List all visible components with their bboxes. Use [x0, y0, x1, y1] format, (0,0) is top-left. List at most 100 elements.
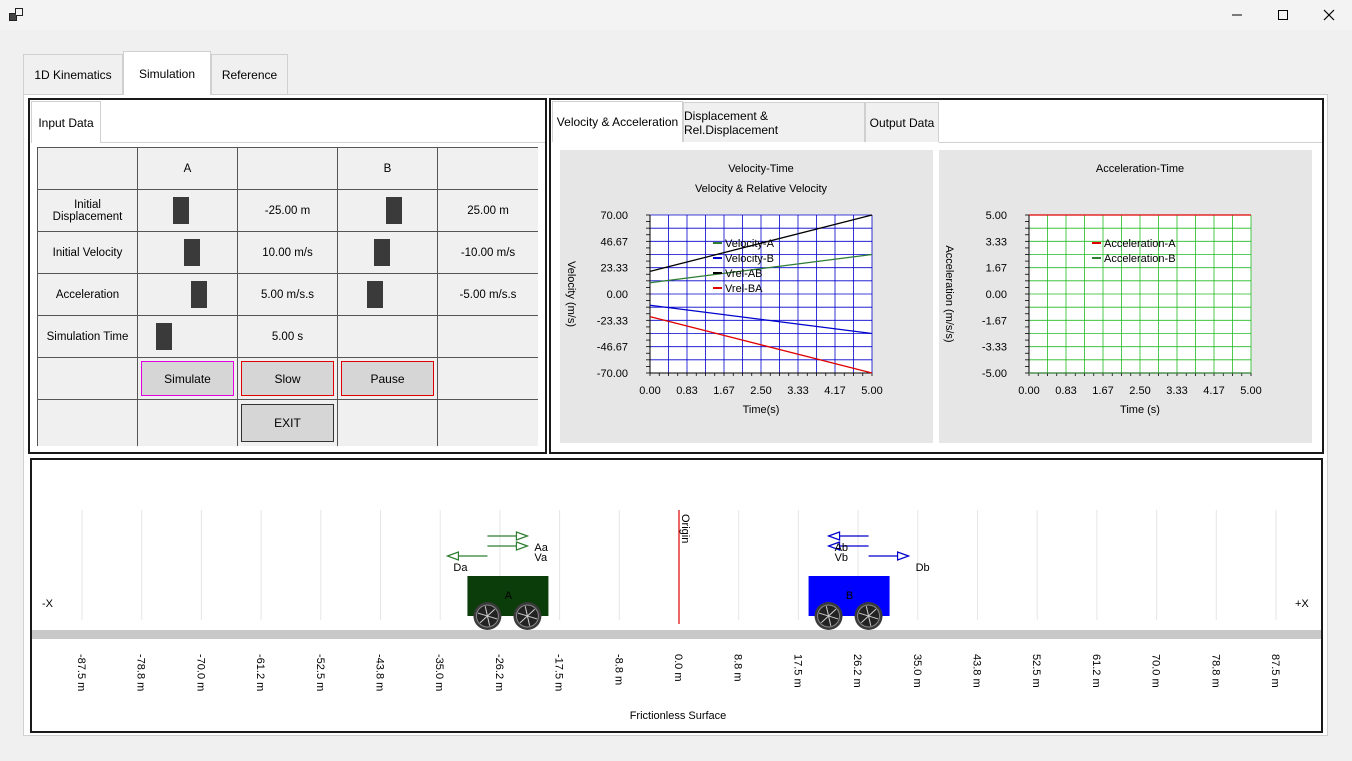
tab-label: 1D Kinematics — [34, 67, 112, 82]
x-tick-label: 2.50 — [750, 385, 771, 397]
velocity-arrow-a-head — [515, 541, 530, 551]
velocity-label-a: Va — [534, 552, 548, 564]
series-line — [649, 304, 873, 335]
tab-label: Input Data — [38, 115, 94, 130]
tab-label: Velocity & Acceleration — [556, 115, 679, 129]
x-tick-label: 2.50 — [1129, 385, 1150, 397]
legend-label: Vrel-AB — [725, 268, 763, 280]
cart-a-label: A — [505, 590, 513, 602]
x-tick-label: 0.00 — [639, 385, 660, 397]
position-tick-label: 43.8 m — [971, 654, 983, 688]
slider-thumb[interactable] — [184, 239, 200, 266]
pos-x-label: +X — [1295, 598, 1309, 610]
velocity-arrow-b-head — [826, 541, 841, 551]
slider-displacement-b[interactable] — [338, 190, 438, 232]
velocity-label-b: Vb — [835, 552, 848, 564]
x-axis-label: Time(s) — [743, 404, 780, 416]
position-tick-label: -26.2 m — [493, 654, 505, 691]
label-acceleration: Acceleration — [38, 274, 138, 316]
cart-b-label: B — [846, 590, 853, 602]
position-tick-label: -17.5 m — [553, 654, 565, 691]
x-axis-label: Time (s) — [1120, 404, 1160, 416]
accel-label-b: Ab — [835, 542, 848, 554]
y-tick-label: 0.00 — [986, 289, 1007, 301]
chart-title: Acceleration-Time — [1096, 163, 1184, 175]
neg-x-label: -X — [42, 598, 54, 610]
position-tick-label: 78.8 m — [1209, 654, 1221, 688]
tab-displacement[interactable]: Displacement & Rel.Displacement — [683, 102, 865, 142]
cart-a-wheel-icon — [473, 602, 502, 630]
x-tick-label: 0.83 — [1055, 385, 1076, 397]
slider-thumb[interactable] — [374, 239, 390, 266]
tab-label: Reference — [221, 67, 278, 82]
x-tick-label: 1.67 — [1092, 385, 1113, 397]
minimize-icon — [1232, 14, 1242, 16]
maximize-icon — [1278, 10, 1288, 20]
slider-thumb[interactable] — [367, 281, 383, 308]
position-tick-label: 17.5 m — [791, 654, 803, 688]
simulate-button[interactable]: Simulate — [141, 361, 234, 396]
value-acceleration-a: 5.00 m/s.s — [238, 274, 338, 316]
grid-header-empty — [438, 148, 538, 190]
x-tick-label: 4.17 — [824, 385, 845, 397]
tab-1d-kinematics[interactable]: 1D Kinematics — [23, 54, 123, 94]
slider-thumb[interactable] — [173, 197, 189, 224]
slider-acceleration-a[interactable] — [138, 274, 238, 316]
tab-input-data[interactable]: Input Data — [31, 101, 101, 143]
position-tick-label: -43.8 m — [374, 654, 386, 691]
tab-velocity-acceleration[interactable]: Velocity & Acceleration — [552, 101, 683, 142]
legend-label: Vrel-BA — [725, 283, 763, 295]
y-tick-label: -1.67 — [982, 315, 1007, 327]
grid-empty-cell — [338, 400, 438, 446]
series-line — [649, 315, 873, 374]
label-simulation-time: Simulation Time — [38, 316, 138, 358]
position-tick-label: 61.2 m — [1090, 654, 1102, 688]
maximize-button[interactable] — [1260, 0, 1306, 30]
displacement-arrow-b-head — [896, 551, 911, 561]
position-tick-label: 35.0 m — [911, 654, 923, 688]
legend-label: Acceleration-A — [1104, 238, 1176, 250]
pause-button[interactable]: Pause — [341, 361, 434, 396]
slider-velocity-b[interactable] — [338, 232, 438, 274]
y-tick-label: 70.00 — [600, 210, 628, 222]
grid-button-cell: EXIT — [238, 400, 338, 446]
velocity-chart: Velocity-Time Velocity & Relative Velocit… — [560, 150, 933, 443]
slider-velocity-a[interactable] — [138, 232, 238, 274]
tab-strip-divider — [939, 142, 1322, 143]
x-tick-label: 0.00 — [1018, 385, 1039, 397]
position-tick-label: -87.5 m — [75, 654, 87, 691]
legend-label: Velocity-A — [725, 238, 775, 250]
tab-reference[interactable]: Reference — [211, 54, 288, 94]
close-button[interactable] — [1306, 0, 1352, 30]
position-tick-label: -70.0 m — [194, 654, 206, 691]
x-tick-label: 5.00 — [1240, 385, 1261, 397]
displacement-label-b: Db — [916, 562, 930, 574]
grid-empty-cell — [38, 358, 138, 400]
tab-label: Output Data — [869, 115, 935, 130]
slow-button[interactable]: Slow — [241, 361, 334, 396]
slider-acceleration-b[interactable] — [338, 274, 438, 316]
grid-header-a: A — [138, 148, 238, 190]
value-velocity-a: 10.00 m/s — [238, 232, 338, 274]
series-line — [649, 214, 873, 273]
minimize-button[interactable] — [1214, 0, 1260, 30]
slider-displacement-a[interactable] — [138, 190, 238, 232]
tab-output-data[interactable]: Output Data — [865, 102, 939, 142]
slider-simulation-time[interactable] — [138, 316, 238, 358]
label-initial-velocity: Initial Velocity — [38, 232, 138, 274]
slider-thumb[interactable] — [156, 323, 172, 350]
exit-button[interactable]: EXIT — [241, 404, 334, 442]
grid-empty-cell — [38, 400, 138, 446]
position-tick-label: 0.0 m — [672, 654, 684, 682]
tab-label: Simulation — [138, 66, 196, 81]
slider-thumb[interactable] — [191, 281, 207, 308]
position-tick-label: -78.8 m — [135, 654, 147, 691]
x-tick-label: 4.17 — [1203, 385, 1224, 397]
cart-b-wheel-icon — [814, 602, 843, 630]
tab-simulation[interactable]: Simulation — [123, 51, 211, 95]
value-simulation-time: 5.00 s — [238, 316, 338, 358]
grid-empty-cell — [438, 316, 538, 358]
surface-label: Frictionless Surface — [630, 710, 727, 722]
position-tick-label: 70.0 m — [1150, 654, 1162, 688]
slider-thumb[interactable] — [386, 197, 402, 224]
